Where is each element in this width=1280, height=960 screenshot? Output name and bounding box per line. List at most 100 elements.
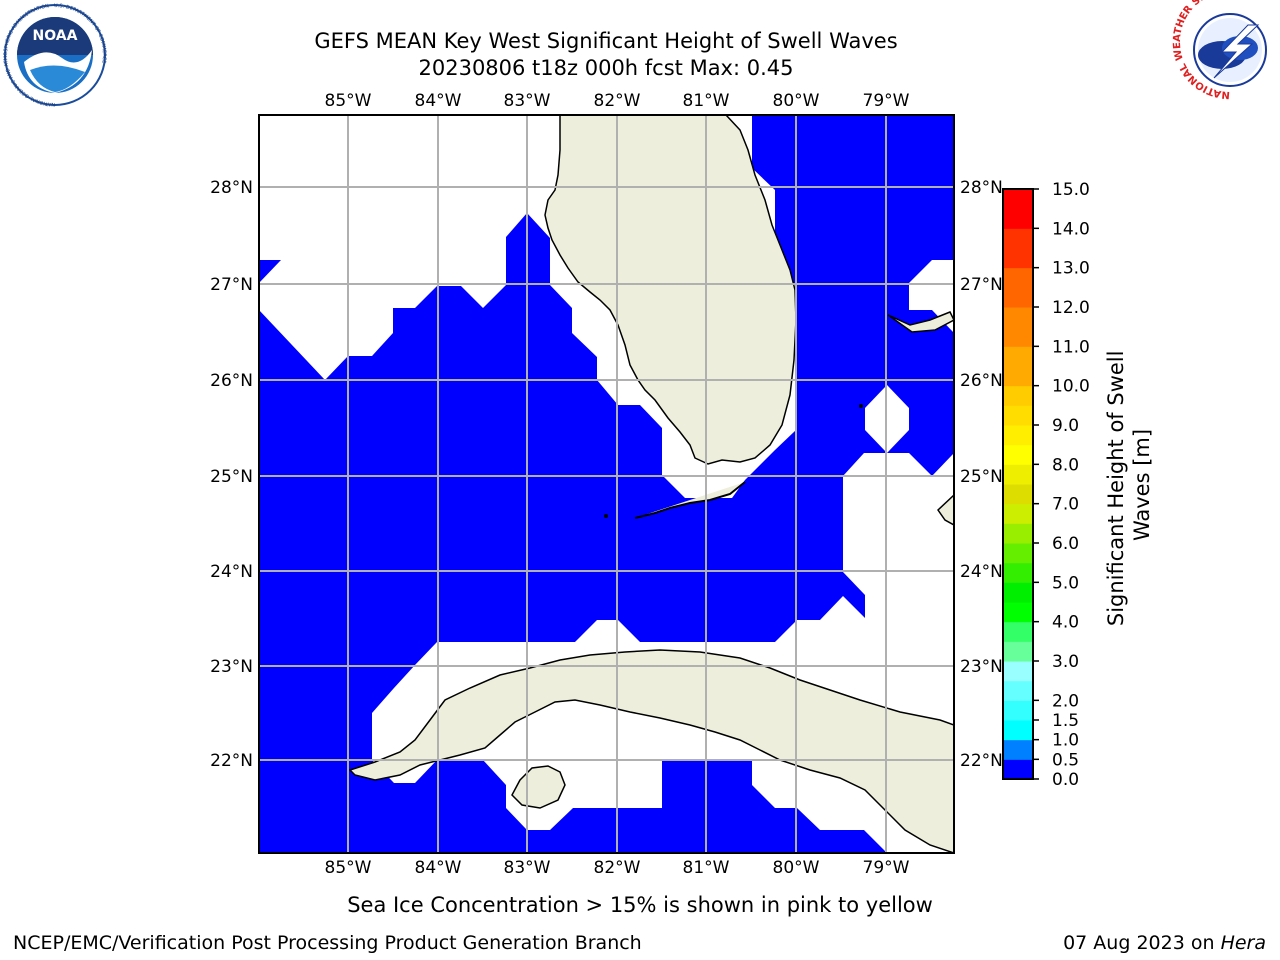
colorbar-cell — [1003, 759, 1033, 780]
colorbar-ticks: 0.00.51.01.52.0 3.0 4.0 5.0 6.0 7.0 8.0 9.0 10.0… — [1033, 180, 1090, 790]
map-gridlines — [259, 115, 954, 853]
lon-label: 80°W — [773, 91, 820, 111]
colorbar-cell — [1003, 405, 1033, 426]
lat-label: 23°N — [210, 657, 253, 677]
noaa-logo-wordmark: NOAA — [33, 28, 78, 44]
colorbar-tick-label: 8.0 — [1052, 455, 1079, 475]
colorbar-frame — [1002, 188, 1034, 780]
colorbar-cell — [1003, 523, 1033, 544]
footer-machine: Hera — [1220, 932, 1266, 954]
lon-label: 85°W — [325, 91, 372, 111]
colorbar-tick-label: 13.0 — [1052, 259, 1090, 279]
colorbar-cell — [1003, 503, 1033, 524]
land-bahamas — [937, 493, 954, 526]
colorbar-tick-label: 5.0 — [1052, 573, 1079, 593]
colorbar-tick-label: 10.0 — [1052, 377, 1090, 397]
lat-label: 28°N — [210, 178, 253, 198]
lon-labels-top: 85°W 84°W 83°W 82°W 81°W 80°W 79°W — [325, 91, 910, 111]
lon-labels-bottom: 85°W 84°W 83°W 82°W 81°W 80°W 79°W — [325, 858, 910, 878]
lat-label: 28°N — [960, 178, 1003, 198]
colorbar-tick-label: 0.0 — [1052, 770, 1079, 790]
lat-label: 26°N — [210, 371, 253, 391]
colorbar: 0.00.51.01.52.0 3.0 4.0 5.0 6.0 7.0 8.0 9.0 10.0… — [1002, 180, 1154, 790]
colorbar-cell — [1003, 346, 1033, 387]
lat-label: 27°N — [960, 275, 1003, 295]
colorbar-cell — [1003, 385, 1033, 406]
colorbar-cell — [1003, 720, 1033, 741]
colorbar-cell — [1003, 444, 1033, 465]
colorbar-tick-label: 2.0 — [1052, 691, 1079, 711]
colorbar-cell — [1003, 228, 1033, 269]
lat-labels-left: 28°N 27°N 26°N 25°N 24°N 23°N 22°N — [210, 178, 253, 771]
colorbar-tick-label: 11.0 — [1052, 337, 1090, 357]
footer-date: 07 Aug 2023 on Hera — [1063, 932, 1266, 954]
lat-label: 26°N — [960, 371, 1003, 391]
colorbar-cell — [1003, 307, 1033, 347]
colorbar-cell — [1003, 582, 1033, 603]
lat-label: 27°N — [210, 275, 253, 295]
lon-label: 84°W — [415, 91, 462, 111]
lon-label: 79°W — [863, 858, 910, 878]
land-florida-keys — [634, 481, 746, 519]
colorbar-cell — [1003, 621, 1033, 642]
lon-label: 82°W — [594, 91, 641, 111]
nws-logo: NATIONAL WEATHER SERVICE — [1172, 0, 1280, 102]
chart-subtitle-run: 20230806 t18z 000h fcst Max: 0.45 — [419, 56, 794, 80]
lat-label: 23°N — [960, 657, 1003, 677]
lon-label: 79°W — [863, 91, 910, 111]
colorbar-tick-label: 6.0 — [1052, 534, 1079, 554]
map-panel: 85°W 84°W 83°W 82°W 81°W 80°W 79°W 85°W … — [210, 91, 1003, 878]
lon-label: 82°W — [594, 858, 641, 878]
colorbar-tick-label: 1.5 — [1052, 711, 1079, 731]
colorbar-cell — [1003, 739, 1033, 760]
footer-date-text: 07 Aug 2023 on — [1063, 932, 1221, 954]
lon-label: 83°W — [504, 858, 551, 878]
colorbar-cell — [1003, 661, 1033, 682]
lon-label: 85°W — [325, 858, 372, 878]
lat-label: 22°N — [960, 751, 1003, 771]
lon-label: 81°W — [683, 91, 730, 111]
lat-label: 24°N — [960, 562, 1003, 582]
lat-label: 22°N — [210, 751, 253, 771]
colorbar-tick-label: 14.0 — [1052, 219, 1090, 239]
lat-label: 25°N — [210, 467, 253, 487]
colorbar-cell — [1003, 484, 1033, 505]
lat-label: 24°N — [210, 562, 253, 582]
colorbar-cell — [1003, 464, 1033, 485]
colorbar-tick-label: 1.0 — [1052, 731, 1079, 751]
land-florida — [544, 115, 797, 465]
colorbar-cell — [1003, 189, 1033, 229]
lon-label: 83°W — [504, 91, 551, 111]
land-grand-bahama — [887, 311, 954, 333]
colorbar-cell — [1003, 602, 1033, 623]
colorbar-cell — [1003, 562, 1033, 583]
colorbar-cell — [1003, 680, 1033, 701]
colorbar-cell — [1003, 267, 1033, 308]
colorbar-tick-label: 7.0 — [1052, 495, 1079, 515]
lon-label: 81°W — [683, 858, 730, 878]
lat-labels-right: 28°N 27°N 26°N 25°N 24°N 23°N 22°N — [960, 178, 1003, 771]
swell-field-atlantic-topleft — [259, 260, 281, 283]
chart-title: GEFS MEAN Key West Significant Height of… — [314, 29, 897, 53]
colorbar-tick-label: 3.0 — [1052, 652, 1079, 672]
colorbar-tick-label: 12.0 — [1052, 298, 1090, 318]
swell-field-gulf — [259, 115, 954, 853]
colorbar-cells — [1003, 189, 1033, 780]
colorbar-cell — [1003, 641, 1033, 662]
noaa-logo: NOAA NATIONAL OCEANIC AND ATMOSPHERIC AD… — [3, 3, 107, 107]
colorbar-cell — [1003, 700, 1033, 721]
map-frame — [258, 114, 955, 854]
colorbar-tick-label: 4.0 — [1052, 613, 1079, 633]
colorbar-cell — [1003, 425, 1033, 446]
colorbar-cell — [1003, 543, 1033, 564]
colorbar-label: Significant Height of Swell Waves [m] — [1104, 344, 1154, 626]
lon-label: 80°W — [773, 858, 820, 878]
colorbar-tick-label: 9.0 — [1052, 416, 1079, 436]
footer-credit: NCEP/EMC/Verification Post Processing Pr… — [13, 932, 642, 954]
colorbar-tick-label: 15.0 — [1052, 180, 1090, 200]
colorbar-tick-label: 0.5 — [1052, 750, 1079, 770]
lon-label: 84°W — [415, 858, 462, 878]
land-isle-of-youth — [511, 765, 566, 809]
sea-ice-note: Sea Ice Concentration > 15% is shown in … — [347, 893, 933, 917]
lat-label: 25°N — [960, 467, 1003, 487]
